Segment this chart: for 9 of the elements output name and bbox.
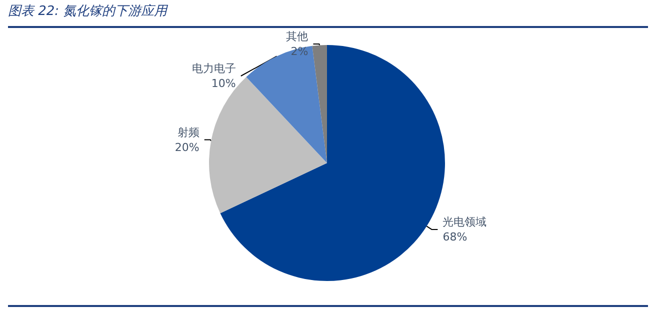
data-label: 68% (442, 230, 468, 244)
data-label: 20% (174, 140, 200, 154)
slice-label: 射频 (177, 126, 200, 139)
slice-label: 电力电子 (192, 62, 236, 75)
slice-label: 其他 (286, 30, 308, 43)
data-label: 10% (211, 77, 236, 90)
chart-title: 图表 22: 氮化镓的下游应用 (8, 0, 648, 28)
slice-label: 光电领域 (442, 215, 487, 228)
data-label: 2% (290, 45, 308, 58)
